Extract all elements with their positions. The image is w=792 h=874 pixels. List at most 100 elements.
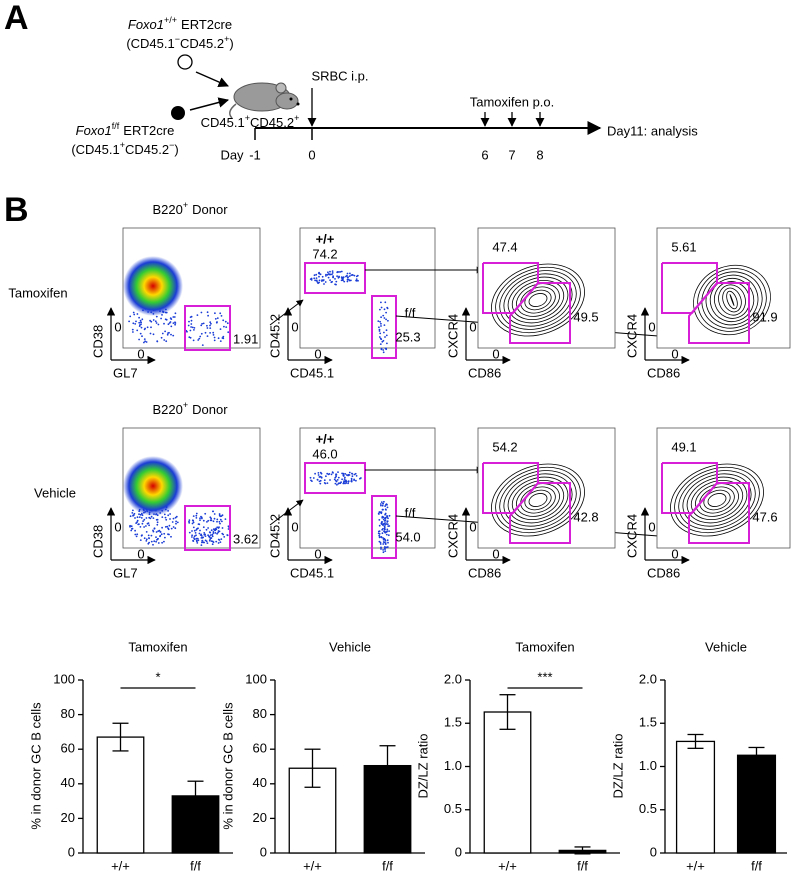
event-dot <box>355 479 357 482</box>
contour <box>507 476 569 524</box>
event-dot <box>145 538 148 541</box>
event-dot <box>174 323 177 326</box>
event-dot <box>380 325 382 327</box>
event-dot <box>161 541 164 544</box>
row-label: Tamoxifen <box>8 285 67 300</box>
y-tick-label: 0 <box>455 844 462 859</box>
zero-label: 0 <box>137 346 144 361</box>
y-axis-label: CXCR4 <box>624 514 639 558</box>
endpoint-label: Day11: analysis <box>607 123 698 138</box>
event-dot <box>196 542 199 544</box>
event-dot <box>152 319 155 321</box>
event-dot <box>201 541 203 544</box>
event-dot <box>210 529 213 532</box>
zero-label: 0 <box>469 319 476 334</box>
event-dot <box>385 311 387 314</box>
event-dot <box>171 521 174 523</box>
event-dot <box>223 325 225 328</box>
event-dot <box>383 317 386 319</box>
event-dot <box>325 275 327 277</box>
text-part: (CD45.1 <box>71 142 119 157</box>
event-dot <box>144 340 147 343</box>
text-part: B220 <box>152 402 182 417</box>
text-part: CD45.2 <box>250 115 294 130</box>
event-dot <box>224 518 227 520</box>
event-dot <box>353 473 356 476</box>
event-dot <box>175 520 178 523</box>
event-dot <box>163 513 166 516</box>
event-dot <box>161 332 164 335</box>
event-dot <box>199 519 201 521</box>
event-dot <box>198 532 201 535</box>
event-dot <box>195 512 198 515</box>
event-dot <box>317 474 320 476</box>
event-dot <box>342 474 345 476</box>
event-dot <box>205 528 208 531</box>
event-dot <box>212 541 215 544</box>
chart-title: Tamoxifen <box>128 639 187 654</box>
event-dot <box>154 320 157 323</box>
event-dot <box>129 525 131 528</box>
contour <box>690 479 744 521</box>
event-dot <box>195 514 198 517</box>
event-dot <box>350 279 352 282</box>
event-dot <box>207 314 210 317</box>
x-axis-label: CD86 <box>647 565 680 580</box>
y-axis-label: DZ/LZ ratio <box>415 733 430 798</box>
gate-value: 47.4 <box>492 239 517 254</box>
event-dot <box>350 274 353 276</box>
text-part: CD45.1 <box>201 115 245 130</box>
text-part: + <box>224 34 229 44</box>
gate <box>688 282 750 344</box>
event-dot <box>139 319 142 322</box>
event-dot <box>385 318 387 321</box>
bar <box>736 754 777 854</box>
bar <box>96 736 145 854</box>
y-tick-label: 0.5 <box>444 801 462 816</box>
event-dot <box>381 504 384 507</box>
event-dot <box>378 533 381 535</box>
event-dot <box>138 513 140 516</box>
event-dot <box>314 279 316 282</box>
event-dot <box>344 482 346 485</box>
significance-label: * <box>155 669 160 684</box>
text-part: Foxo1 <box>128 17 164 32</box>
event-dot <box>195 539 198 542</box>
event-dot <box>222 319 225 322</box>
event-dot <box>161 526 164 529</box>
event-dot <box>350 477 353 480</box>
event-dot <box>219 328 222 330</box>
event-dot <box>145 531 148 533</box>
event-dot <box>155 322 158 324</box>
event-dot <box>160 336 163 339</box>
zero-label: 0 <box>314 346 321 361</box>
event-dot <box>132 514 135 517</box>
event-dot <box>333 478 336 481</box>
gate-value: 49.5 <box>573 309 598 324</box>
event-dot <box>385 509 387 511</box>
event-dot <box>217 530 220 532</box>
x-axis-label: GL7 <box>113 565 138 580</box>
contour <box>693 264 771 336</box>
event-dot <box>140 321 142 324</box>
gate-label: +/+ <box>316 231 335 246</box>
event-dot <box>139 526 142 528</box>
text-part: + <box>120 140 125 150</box>
x-tick-label: +/+ <box>303 858 322 873</box>
gate <box>184 505 231 551</box>
event-dot <box>334 482 337 485</box>
event-dot <box>146 522 149 525</box>
event-dot <box>377 320 380 322</box>
event-dot <box>204 533 207 536</box>
event-dot <box>379 511 381 514</box>
event-dot <box>351 274 354 276</box>
x-tick-label: f/f <box>190 858 201 873</box>
event-dot <box>221 527 224 529</box>
event-dot <box>334 476 337 479</box>
event-dot <box>217 538 220 541</box>
event-dot <box>157 530 160 532</box>
event-dot <box>138 325 141 327</box>
event-dot <box>343 480 346 483</box>
event-dot <box>187 324 190 327</box>
event-dot <box>380 301 382 304</box>
